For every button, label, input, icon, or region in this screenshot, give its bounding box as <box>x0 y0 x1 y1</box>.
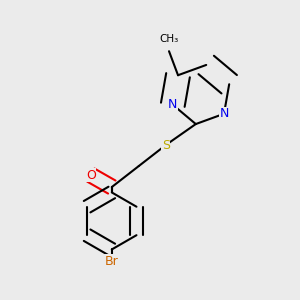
Text: Br: Br <box>105 255 119 268</box>
Text: O: O <box>86 169 96 182</box>
Text: CH₃: CH₃ <box>159 34 178 44</box>
Text: N: N <box>219 107 229 120</box>
Text: N: N <box>168 98 178 111</box>
Text: S: S <box>162 139 170 152</box>
